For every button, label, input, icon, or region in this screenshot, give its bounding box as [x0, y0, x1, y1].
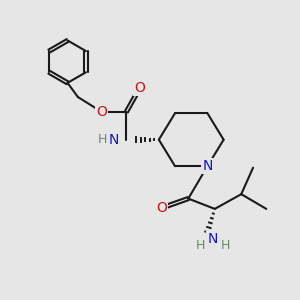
- Text: H: H: [220, 238, 230, 252]
- Text: O: O: [134, 81, 145, 95]
- Text: N: N: [202, 159, 213, 173]
- Text: N: N: [207, 232, 218, 246]
- Text: H: H: [196, 238, 205, 252]
- Text: O: O: [156, 201, 167, 215]
- Text: H: H: [98, 133, 108, 146]
- Text: O: O: [96, 105, 107, 119]
- Text: N: N: [109, 133, 119, 147]
